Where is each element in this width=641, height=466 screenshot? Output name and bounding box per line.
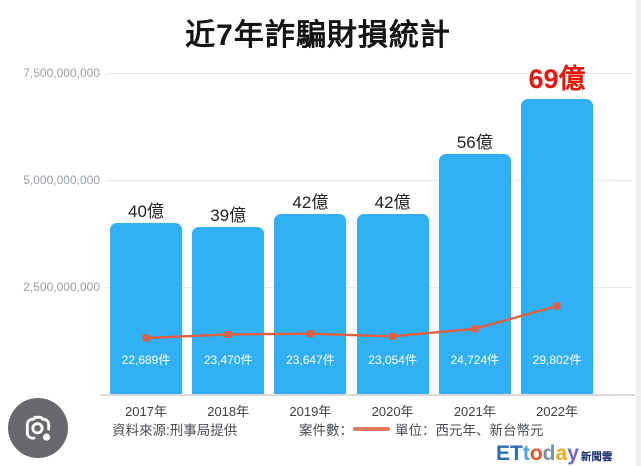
y-axis-tick-7500000000: 7,500,000,000 — [23, 66, 100, 80]
ettoday-logo: ETtoday 新聞雲 — [496, 442, 612, 466]
lens-camera-button[interactable] — [8, 398, 68, 458]
x-axis-baseline — [100, 394, 635, 396]
logo-letter: t — [522, 442, 530, 465]
case-count-label-2020年: 23,054件 — [368, 353, 417, 367]
ettoday-logo-letters: ETtoday — [496, 442, 579, 465]
line-legend-label: 案件數： — [299, 423, 353, 438]
logo-letter: T — [510, 442, 523, 465]
bar-value-label-2020年: 42億 — [374, 193, 411, 213]
ettoday-logo-suffix: 新聞雲 — [580, 451, 613, 463]
data-source-note: 資料來源:刑事局提供 — [112, 423, 238, 438]
logo-letter: y — [567, 442, 579, 465]
gridline — [106, 180, 633, 181]
gridline — [106, 73, 633, 74]
case-count-label-2022年: 29,802件 — [532, 353, 582, 367]
x-axis-label-2018年: 2018年 — [207, 404, 250, 419]
bar-value-label-2017年: 40億 — [128, 201, 164, 221]
line-legend-swatch — [353, 427, 390, 431]
logo-letter: o — [529, 442, 543, 465]
bar-2019年 — [274, 214, 347, 394]
bar-2022年 — [521, 98, 593, 394]
logo-letter: E — [496, 442, 511, 465]
bar-2017年 — [110, 222, 182, 394]
bar-value-label-2021年: 56億 — [456, 133, 493, 153]
bar-2021年 — [438, 154, 511, 394]
y-axis-tick-5000000000: 5,000,000,000 — [23, 173, 100, 187]
x-axis-label-2017年: 2017年 — [125, 404, 167, 419]
chart-title: 近7年詐騙財損統計 — [185, 19, 451, 52]
x-axis-label-2022年: 2022年 — [536, 404, 578, 419]
bar-2020年 — [356, 214, 429, 394]
logo-letter: d — [542, 442, 556, 465]
bar-value-label-2022年: 69億 — [528, 63, 586, 94]
y-axis-tick-2500000000: 2,500,000,000 — [23, 280, 100, 294]
case-count-label-2017年: 22,689件 — [121, 353, 171, 367]
case-count-label-2019年: 23,647件 — [286, 353, 335, 367]
logo-letter: a — [555, 442, 568, 465]
bar-2018年 — [192, 227, 265, 394]
x-axis-label-2019年: 2019年 — [289, 404, 332, 419]
screen-edge-strip — [636, 0, 641, 466]
bar-value-label-2019年: 42億 — [292, 193, 329, 213]
unit-note: 單位：西元年、新台幣元 — [395, 423, 544, 438]
case-count-label-2018年: 23,470件 — [203, 353, 253, 367]
case-count-label-2021年: 24,724件 — [450, 353, 500, 367]
bar-value-label-2018年: 39億 — [210, 206, 247, 226]
x-axis-label-2021年: 2021年 — [453, 404, 496, 419]
camera-lens-icon — [25, 415, 51, 441]
x-axis-label-2020年: 2020年 — [371, 404, 414, 419]
